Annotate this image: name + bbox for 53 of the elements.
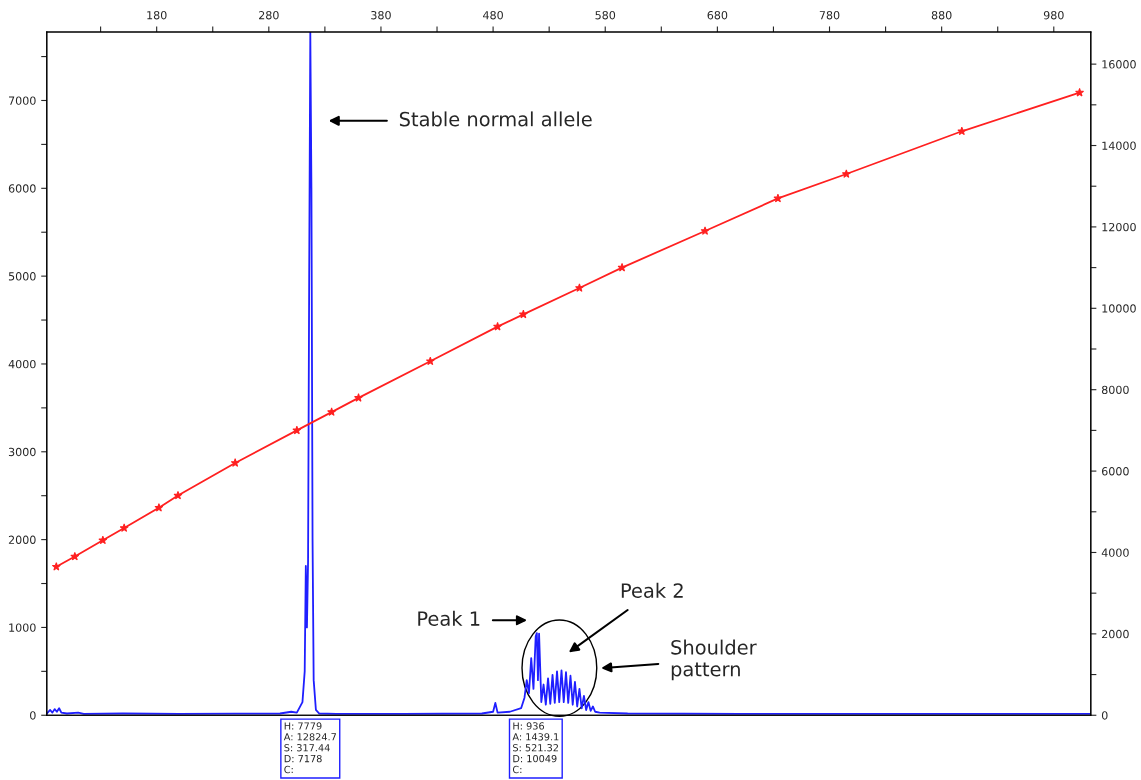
- y2-tick-label: 14000: [1102, 141, 1136, 150]
- point: [493, 321, 503, 331]
- point: [773, 193, 783, 203]
- point: [173, 490, 183, 500]
- y-tick-label: 0: [30, 711, 36, 720]
- annotation: Stable normal allele: [399, 111, 592, 127]
- y2-tick-label: 16000: [1102, 60, 1136, 69]
- annotation: Shoulder pattern: [671, 639, 757, 681]
- x-tick-label: 980: [1043, 11, 1064, 20]
- x-tick-label: 780: [819, 11, 840, 20]
- x-tick-label: 880: [931, 11, 952, 20]
- y2-tick-label: 2000: [1102, 629, 1129, 639]
- line-series: [46, 31, 1091, 715]
- y2-tick-label: 10000: [1102, 304, 1136, 313]
- y-tick-label: 2000: [8, 535, 36, 544]
- y2-tick-label: 8000: [1101, 385, 1129, 395]
- point: [354, 393, 364, 402]
- text: H: 7779 A: 12824.7 S: 317.44 D: 7178 C:: [283, 722, 336, 774]
- point: [98, 535, 108, 545]
- point: [119, 523, 129, 532]
- x-tick-label: 680: [707, 11, 728, 20]
- point: [518, 309, 528, 319]
- y2-tick-label: 4000: [1101, 548, 1129, 557]
- y-tick-label: 3000: [8, 447, 36, 457]
- x-tick-label: 480: [483, 11, 503, 20]
- point: [841, 169, 851, 178]
- annotation: Peak 2: [621, 582, 683, 598]
- y-tick-label: 1000: [9, 623, 36, 632]
- y-tick-label: 7000: [9, 96, 36, 105]
- point: [1075, 87, 1085, 97]
- annotation: Peak 1: [418, 610, 480, 626]
- point: [154, 503, 164, 512]
- text: H: 936 A: 1439.1 S: 521.32 D: 10049 C:: [512, 722, 559, 774]
- x-tick-label: 280: [259, 11, 279, 20]
- x-tick-label: 180: [147, 11, 167, 20]
- point: [327, 407, 337, 416]
- y-tick-label: 5000: [8, 272, 36, 281]
- point: [574, 283, 584, 292]
- point: [51, 562, 61, 571]
- point: [617, 262, 627, 272]
- point: [230, 458, 240, 467]
- y2-tick-label: 0: [1101, 711, 1108, 720]
- point: [292, 425, 302, 435]
- y2-tick-label: 6000: [1101, 467, 1129, 476]
- y-tick-label: 6000: [8, 184, 36, 193]
- y-tick-label: 4000: [8, 359, 36, 369]
- x-tick-label: 380: [371, 11, 391, 20]
- point: [957, 126, 967, 136]
- point: [425, 356, 435, 366]
- point: [700, 226, 710, 235]
- point: [70, 551, 80, 561]
- x-tick-label: 580: [595, 11, 616, 20]
- y2-tick-label: 12000: [1102, 222, 1136, 232]
